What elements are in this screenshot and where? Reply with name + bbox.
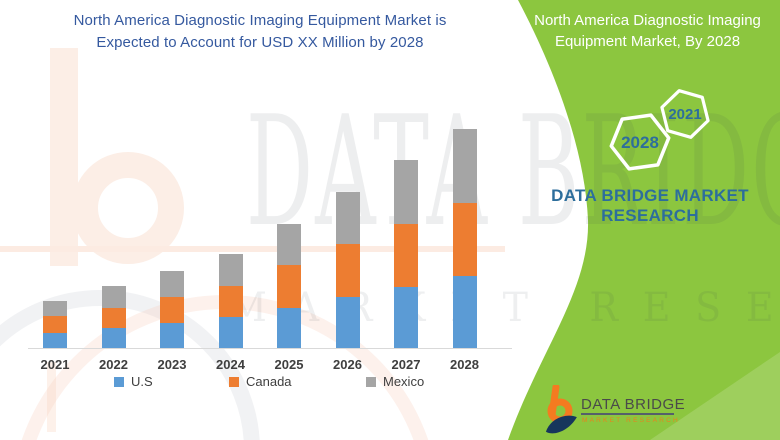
bar-segment-mexico-2021 — [43, 301, 67, 316]
bar-segment-canada-2024 — [218, 286, 243, 317]
watermark-logo-b-stem — [50, 48, 78, 266]
panel-title-line1: North America Diagnostic Imaging — [534, 12, 761, 29]
watermark-underline-band — [0, 246, 505, 252]
logo-leaf — [545, 415, 577, 434]
bar-segment-canada-2022 — [101, 308, 126, 328]
legend-item-us: U.S — [114, 374, 153, 389]
stacked-bar-2024 — [218, 254, 243, 348]
x-axis-line — [28, 348, 512, 349]
legend-label-mexico: Mexico — [383, 374, 425, 389]
stacked-bar-2027 — [394, 160, 418, 348]
panel-brand-caption-line1: DATA BRIDGE MARKET — [551, 186, 749, 205]
x-axis-label-2021: 2021 — [40, 357, 70, 372]
bar-segment-canada-2021 — [43, 316, 67, 333]
bar-segment-mexico-2023 — [160, 271, 184, 297]
panel-brand-caption: DATA BRIDGE MARKET RESEARCH — [535, 186, 765, 226]
legend-swatch-mexico — [366, 376, 376, 387]
hexagon-2021-outline — [660, 89, 710, 139]
legend-label-canada: Canada — [246, 374, 292, 389]
bar-segment-us-2023 — [160, 323, 184, 348]
stacked-bar-2022 — [101, 286, 126, 348]
chart-title-line1: North America Diagnostic Imaging Equipme… — [73, 12, 447, 29]
hexagon-2028-outline — [609, 113, 671, 171]
stacked-bar-2023 — [160, 271, 184, 348]
chart-title: North America Diagnostic Imaging Equipme… — [20, 10, 500, 54]
bar-segment-canada-2026 — [335, 244, 360, 297]
databridge-logo-underline — [581, 413, 674, 415]
side-panel-shape — [508, 0, 780, 440]
bar-segment-canada-2027 — [394, 224, 418, 287]
x-axis-label-2024: 2024 — [216, 357, 245, 372]
bar-segment-mexico-2022 — [101, 286, 126, 308]
panel-brand-caption-line2: RESEARCH — [601, 206, 699, 225]
x-axis-label-2028: 2028 — [450, 357, 479, 372]
x-axis-label-2025: 2025 — [274, 357, 304, 372]
legend-swatch-us — [114, 376, 124, 387]
bar-segment-mexico-2028 — [452, 129, 477, 203]
bar-segment-mexico-2026 — [335, 192, 360, 244]
side-panel-corner-accent — [650, 352, 780, 440]
x-axis-label-2023: 2023 — [157, 357, 187, 372]
legend-label-us: U.S — [131, 374, 153, 389]
bar-segment-us-2026 — [335, 297, 360, 348]
databridge-logo-text: DATA BRIDGE — [581, 396, 686, 413]
stacked-bar-2026 — [335, 192, 360, 348]
bar-segment-us-2024 — [218, 317, 243, 348]
databridge-logo-icon — [545, 385, 577, 434]
hexagon-2028-label: 2028 — [621, 133, 659, 152]
bar-segment-mexico-2027 — [394, 160, 418, 224]
bar-segment-mexico-2025 — [277, 224, 301, 265]
databridge-logo-tagline: MARKET RESEARCH — [582, 417, 680, 424]
x-axis-label-2022: 2022 — [99, 357, 128, 372]
x-axis-label-2026: 2026 — [333, 357, 362, 372]
stacked-bar-2021 — [43, 301, 67, 348]
legend-swatch-canada — [229, 376, 239, 387]
stacked-bar-2028 — [452, 129, 477, 348]
bar-segment-canada-2025 — [277, 265, 301, 308]
bar-segment-us-2022 — [101, 328, 126, 348]
hexagon-2028: 2028 — [609, 113, 671, 171]
bar-segment-canada-2023 — [160, 297, 184, 323]
legend-item-canada: Canada — [229, 374, 292, 389]
bar-segment-us-2025 — [277, 308, 301, 348]
bar-segment-us-2028 — [452, 276, 477, 348]
hexagon-2021: 2021 — [660, 89, 710, 139]
panel-title: North America Diagnostic Imaging Equipme… — [525, 10, 770, 52]
legend-item-mexico: Mexico — [366, 374, 424, 389]
bar-segment-canada-2028 — [452, 203, 477, 276]
panel-title-line2: Equipment Market, By 2028 — [554, 33, 741, 50]
x-axis-label-2027: 2027 — [391, 357, 421, 372]
bar-segment-mexico-2024 — [218, 254, 243, 286]
chart-title-line2: Expected to Account for USD XX Million b… — [96, 34, 424, 51]
hexagon-2021-label: 2021 — [668, 106, 701, 123]
bar-segment-us-2021 — [43, 333, 67, 348]
bar-segment-us-2027 — [394, 287, 418, 348]
stacked-bar-2025 — [277, 224, 301, 348]
